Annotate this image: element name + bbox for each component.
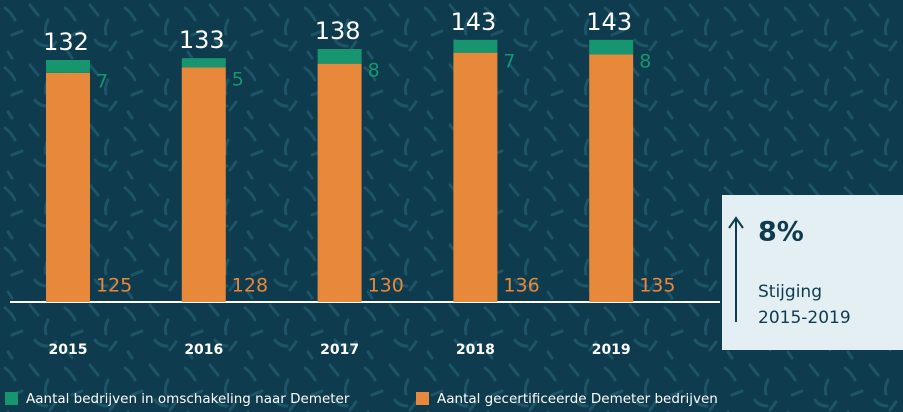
value-label: 136 <box>503 275 539 297</box>
total-label: 143 <box>450 8 496 36</box>
bar-segment <box>317 49 362 64</box>
callout-text: 2015-2019 <box>758 308 851 328</box>
x-tick-label: 2017 <box>320 342 359 358</box>
bar-segment <box>589 39 634 55</box>
x-tick-label: 2019 <box>592 342 631 358</box>
bar-segment <box>181 58 226 68</box>
total-label: 132 <box>43 28 89 56</box>
value-label: 7 <box>503 50 515 72</box>
total-label: 138 <box>315 17 361 45</box>
callout-text: Stijging <box>758 282 822 302</box>
bar-segment <box>453 39 498 53</box>
bar-segment <box>46 60 90 73</box>
value-label: 5 <box>232 69 244 91</box>
legend-swatch <box>5 392 18 405</box>
legend-swatch <box>416 392 429 405</box>
legend-label: Aantal gecertificeerde Demeter bedrijven <box>437 391 718 407</box>
value-label: 135 <box>639 275 675 297</box>
legend-label: Aantal bedrijven in omschakeling naar De… <box>26 391 350 407</box>
bar-segment <box>317 63 362 302</box>
bar-segment <box>46 72 90 302</box>
value-label: 125 <box>96 275 132 297</box>
value-label: 8 <box>368 60 380 82</box>
x-tick-label: 2016 <box>184 342 223 358</box>
callout-value: 8% <box>758 217 804 248</box>
total-label: 133 <box>179 26 225 54</box>
callout-arrow-head <box>728 216 744 229</box>
x-tick-label: 2015 <box>49 342 88 358</box>
value-label: 128 <box>232 275 268 297</box>
bar-segment <box>453 52 498 302</box>
value-label: 8 <box>639 50 651 72</box>
x-tick-label: 2018 <box>456 342 495 358</box>
value-label: 7 <box>96 71 108 93</box>
bar-segment <box>181 67 226 302</box>
bar-segment <box>589 54 634 302</box>
total-label: 143 <box>586 8 632 36</box>
value-label: 130 <box>368 275 404 297</box>
callout-box <box>722 195 903 350</box>
